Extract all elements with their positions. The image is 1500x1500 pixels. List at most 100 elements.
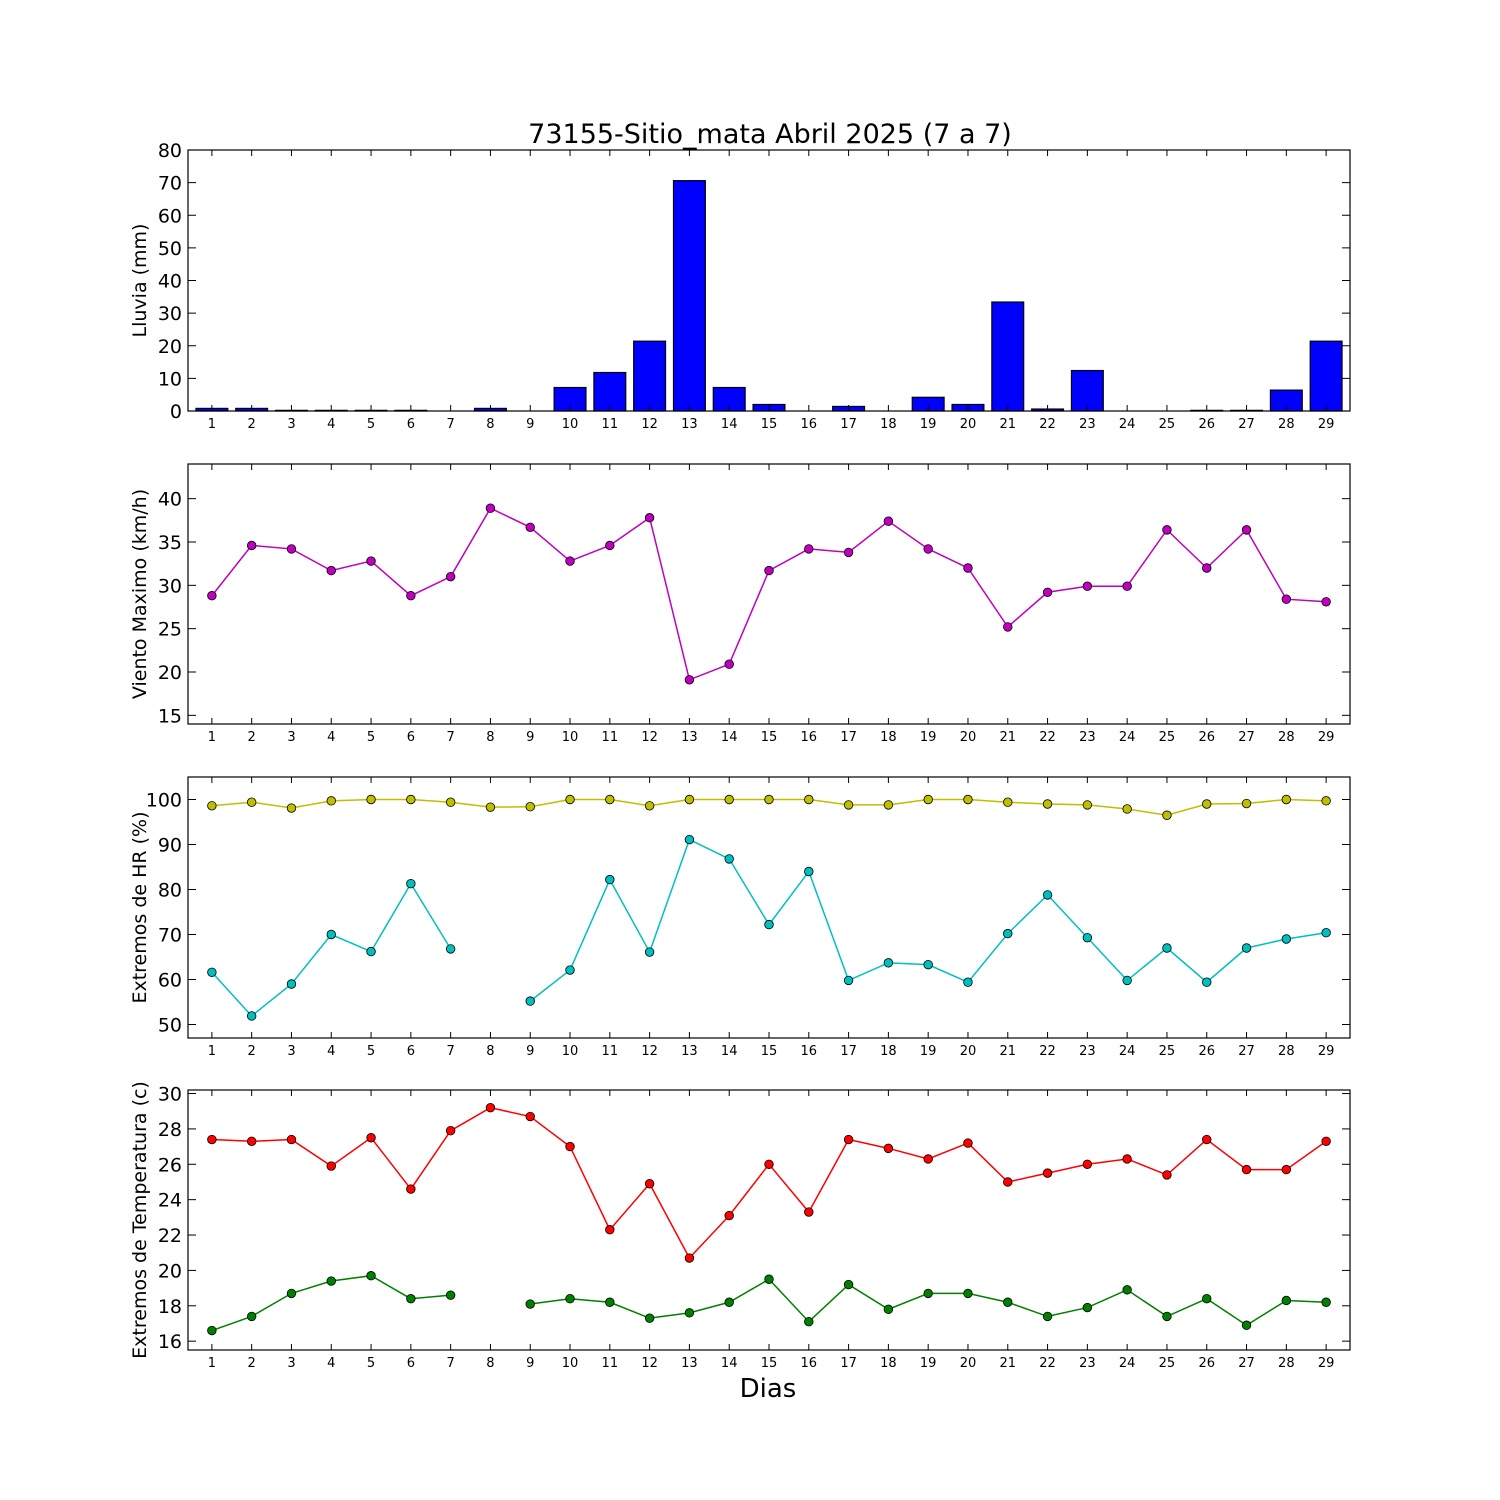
data-point (565, 1141, 575, 1152)
data-point (644, 947, 655, 957)
x-tick-label: 13 (681, 1356, 698, 1371)
y-tick-label: 30 (158, 303, 182, 325)
data-point (1003, 1297, 1013, 1307)
data-point (246, 1136, 257, 1146)
x-tick-label: 8 (486, 730, 494, 745)
chart-panel-4: 1 2 3 4 5 6 7 8 9 10 11 12 13 14 15 16 17 18 19 20 21 22 23 24 2… (129, 1081, 1351, 1371)
x-tick-label: 18 (880, 1044, 897, 1059)
data-point (406, 878, 416, 889)
figure-title: 73155-Sitio_mata Abril 2025 (7 a 7) (528, 119, 1012, 150)
data-point (724, 1210, 734, 1221)
y-axis-label: Extremos de Temperatura (c) (129, 1081, 151, 1359)
data-point (246, 797, 257, 807)
x-tick-label: 20 (960, 730, 977, 745)
y-tick-label: 30 (158, 1084, 182, 1106)
x-tick-label: 8 (486, 1044, 494, 1059)
x-tick-label: 13 (681, 730, 698, 745)
data-point (445, 944, 456, 954)
x-tick-label: 19 (920, 417, 937, 432)
x-tick-label: 12 (641, 1356, 658, 1371)
x-tick-label: 5 (367, 730, 375, 745)
x-tick-label: 26 (1198, 1044, 1215, 1059)
x-tick-label: 16 (801, 730, 818, 745)
x-tick-label: 26 (1198, 730, 1215, 745)
x-tick-label: 1 (208, 1356, 216, 1371)
y-tick-label: 0 (170, 401, 182, 423)
data-point (1122, 975, 1132, 986)
x-tick-label: 4 (327, 417, 335, 432)
x-tick-label: 10 (562, 417, 579, 432)
data-point (764, 1274, 774, 1284)
data-point (684, 834, 695, 845)
data-point (883, 958, 894, 968)
data-point (1162, 1311, 1172, 1322)
x-tick-label: 28 (1278, 1044, 1295, 1059)
data-point (1122, 1285, 1132, 1295)
data-point (207, 1325, 217, 1336)
bar (991, 301, 1025, 412)
y-tick-label: 60 (158, 970, 182, 992)
x-tick-label: 1 (208, 730, 216, 745)
y-tick-label: 60 (158, 205, 182, 227)
data-point (605, 1225, 615, 1235)
plot-area (188, 1090, 1350, 1350)
data-point (246, 1311, 257, 1322)
x-tick-label: 29 (1318, 1356, 1335, 1371)
data-point (326, 1161, 336, 1171)
data-point (445, 571, 456, 582)
data-point (1042, 1168, 1053, 1178)
data-point (326, 796, 336, 806)
data-point (644, 801, 655, 811)
y-axis-label: Extremos de HR (%) (129, 811, 151, 1003)
data-point (1321, 796, 1331, 806)
data-point (843, 800, 854, 810)
chart-panel-1: 1 2 3 4 5 6 7 8 9 10 11 12 13 14 15 16 17 18 19 20 21 22 23 24 2… (129, 140, 1351, 432)
x-tick-label: 14 (721, 1356, 738, 1371)
x-tick-label: 21 (999, 1356, 1016, 1371)
y-tick-label: 100 (146, 790, 182, 812)
data-point (804, 1207, 814, 1217)
data-point (326, 565, 336, 576)
data-point (406, 591, 416, 601)
data-point (963, 977, 973, 987)
plot-area (188, 777, 1350, 1038)
plot-area (188, 150, 1350, 411)
x-tick-label: 11 (602, 730, 619, 745)
x-tick-label: 18 (880, 417, 897, 432)
bar (1070, 369, 1104, 412)
y-tick-label: 15 (158, 705, 182, 727)
data-point (326, 1276, 336, 1286)
x-tick-label: 10 (562, 1044, 579, 1059)
data-point (1281, 1295, 1292, 1306)
data-point (1042, 1311, 1053, 1322)
data-point (1202, 1134, 1212, 1145)
data-point (1003, 928, 1013, 939)
data-point (1003, 1177, 1013, 1187)
data-point (1042, 890, 1053, 900)
data-point (1162, 525, 1172, 535)
data-point (485, 1102, 496, 1113)
data-point (525, 802, 535, 812)
x-tick-label: 13 (681, 1044, 698, 1059)
data-point (1281, 934, 1292, 944)
y-tick-label: 25 (158, 619, 182, 641)
data-point (525, 522, 535, 532)
data-point (605, 794, 615, 805)
y-tick-label: 40 (158, 271, 182, 293)
x-tick-label: 20 (960, 1044, 977, 1059)
data-point (1122, 804, 1132, 814)
x-tick-label: 23 (1079, 417, 1096, 432)
x-tick-label: 25 (1159, 1044, 1176, 1059)
x-tick-label: 9 (526, 417, 534, 432)
x-tick-label: 17 (840, 1356, 857, 1371)
y-tick-label: 18 (158, 1296, 182, 1318)
x-tick-label: 10 (562, 730, 579, 745)
data-point (525, 996, 535, 1006)
y-tick-label: 40 (158, 489, 182, 511)
plot-area (188, 464, 1350, 724)
data-point (883, 1304, 894, 1315)
data-point (1202, 563, 1212, 573)
x-tick-label: 27 (1238, 1356, 1255, 1371)
data-point (1241, 1320, 1252, 1330)
data-point (565, 1294, 575, 1304)
